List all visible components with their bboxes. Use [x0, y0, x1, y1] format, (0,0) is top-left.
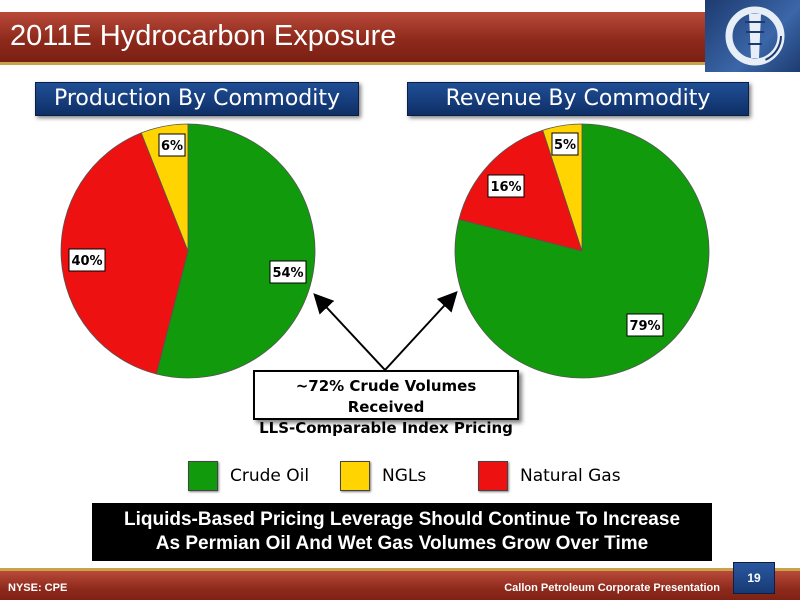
legend-swatch-crude-oil: [188, 461, 218, 491]
banner-line-1: Liquids-Based Pricing Leverage Should Co…: [123, 509, 681, 530]
callon-logo-icon: [725, 6, 785, 66]
legend-label-crude-oil: Crude Oil: [230, 466, 310, 486]
revenue-label-box-crude-oil: [626, 313, 664, 337]
production-label-box-natural-gas: [68, 248, 106, 272]
production-label-ngls: 6%: [161, 139, 183, 154]
production-slice-crude-oil: [155, 123, 316, 379]
callout-line-1: ~72% Crude Volumes Received: [295, 377, 477, 416]
production-label-natural-gas: 40%: [71, 254, 102, 269]
revenue-slice-ngls: [542, 123, 583, 252]
production-label-crude-oil: 54%: [272, 266, 303, 281]
legend-label-ngls: NGLs: [382, 466, 427, 486]
revenue-pie: 79% 16% 5%: [454, 123, 710, 379]
revenue-label-box-natural-gas: [487, 174, 525, 198]
callout-line-2: LLS-Comparable Index Pricing: [259, 419, 513, 437]
summary-banner: Liquids-Based Pricing Leverage Should Co…: [92, 503, 712, 561]
footer-bar: NYSE: CPE Callon Petroleum Corporate Pre…: [0, 568, 800, 600]
revenue-label-crude-oil: 79%: [629, 319, 660, 334]
legend-swatch-natural-gas: [478, 461, 508, 491]
page-number: 19: [733, 562, 775, 594]
legend-swatch-ngls: [340, 461, 370, 491]
revenue-label-ngls: 5%: [554, 138, 576, 153]
pricing-callout: ~72% Crude Volumes Received LLS-Comparab…: [253, 370, 519, 437]
title-bar: 2011E Hydrocarbon Exposure: [0, 12, 705, 65]
footer-ticker: NYSE: CPE: [8, 582, 68, 594]
callout-arrow-right: [384, 291, 458, 371]
revenue-label-natural-gas: 16%: [490, 180, 521, 195]
production-pie: 54% 40% 6%: [60, 123, 316, 379]
production-label-box-crude-oil: [269, 260, 307, 284]
slide-title: 2011E Hydrocarbon Exposure: [10, 20, 397, 52]
production-label-box-ngls: [158, 133, 186, 157]
logo-panel: [705, 0, 800, 72]
production-slice-natural-gas: [60, 132, 189, 375]
footer-presentation-name: Callon Petroleum Corporate Presentation: [504, 582, 720, 594]
callout-arrow-left: [313, 293, 386, 371]
revenue-chart-title: Revenue By Commodity: [407, 82, 749, 116]
legend-label-natural-gas: Natural Gas: [520, 466, 621, 486]
banner-line-2: As Permian Oil And Wet Gas Volumes Grow …: [155, 533, 649, 554]
revenue-label-box-ngls: [551, 132, 579, 156]
production-chart-title: Production By Commodity: [35, 82, 359, 116]
